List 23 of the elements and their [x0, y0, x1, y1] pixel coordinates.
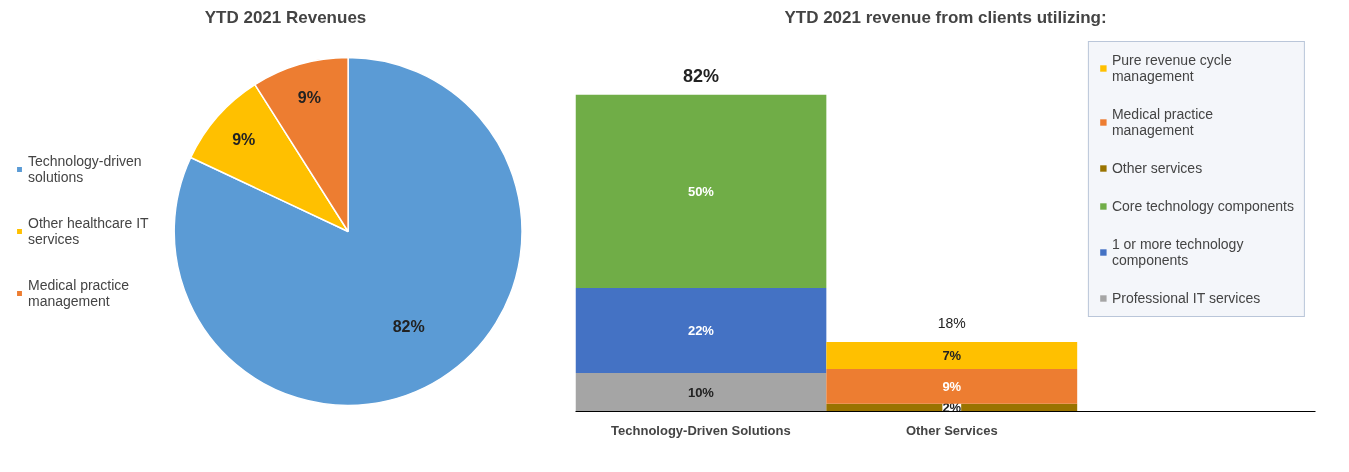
data-label: 9%: [942, 378, 962, 394]
data-label: 7%: [942, 348, 962, 363]
x-tick-label: Other Services: [905, 422, 998, 438]
legend-label: Core technology components: [1111, 198, 1294, 214]
chart-title: YTD 2021 Revenues: [204, 7, 367, 27]
x-tick-label: Technology-Driven Solutions: [611, 422, 791, 438]
legend-label: Professional IT services: [1111, 290, 1261, 306]
legend-label: 1 or more technology components: [1111, 236, 1244, 268]
legend-label: Medical practice management: [1111, 106, 1214, 138]
legend-label: Medical practice management: [28, 277, 130, 309]
legend-label: Technology-driven solutions: [28, 153, 142, 185]
legend-label: Other services: [1111, 160, 1203, 176]
legend-label: Other healthcare IT services: [28, 215, 149, 247]
data-label: 82%: [392, 318, 425, 336]
data-label: 50%: [687, 183, 715, 199]
data-label: 22%: [687, 322, 715, 338]
chart-title: YTD 2021 revenue from clients utilizing:: [784, 7, 1107, 27]
legend-label: Pure revenue cycle management: [1111, 52, 1232, 84]
total-label: 82%: [682, 65, 719, 86]
total-label: 18%: [937, 314, 966, 331]
data-label: 9%: [232, 130, 256, 148]
data-label: 9%: [297, 89, 321, 107]
data-label: 10%: [687, 384, 715, 400]
